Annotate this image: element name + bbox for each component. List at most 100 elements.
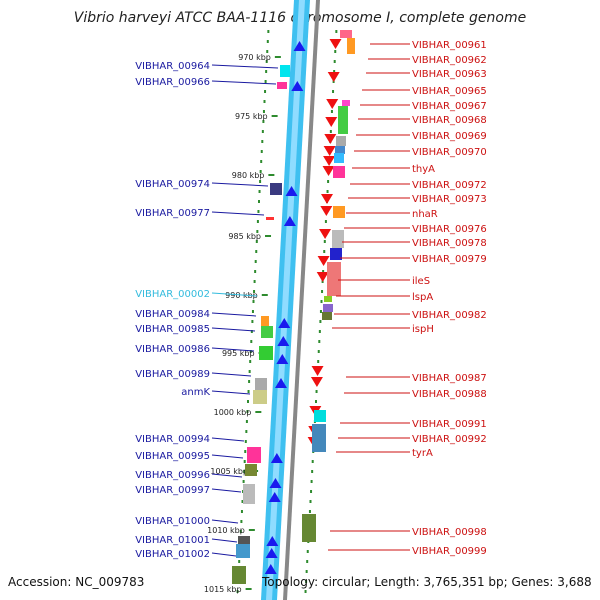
track-dot	[262, 110, 265, 113]
track-dot	[333, 60, 336, 63]
right-gene-label[interactable]: VIBHAR_00991	[412, 419, 487, 430]
right-gene-label[interactable]: VIBHAR_00988	[412, 389, 487, 400]
track-dot	[311, 470, 314, 473]
right-gene-label[interactable]: VIBHAR_00979	[412, 254, 487, 265]
kbp-label: 1010 kbp	[207, 526, 245, 535]
track-dot	[236, 590, 239, 593]
left-gene-label[interactable]: VIBHAR_00002	[135, 289, 210, 300]
right-gene-label[interactable]: VIBHAR_00976	[412, 224, 487, 235]
right-gene-label[interactable]: lspA	[412, 292, 433, 303]
left-gene-label[interactable]: VIBHAR_00997	[135, 485, 210, 496]
left-gene-label[interactable]: anmK	[181, 387, 210, 398]
track-dot	[324, 220, 327, 223]
right-gene-label[interactable]: VIBHAR_00967	[412, 101, 487, 112]
left-gene-label[interactable]: VIBHAR_00996	[135, 470, 210, 481]
gene-feature-block	[327, 262, 341, 296]
track-dot	[308, 510, 311, 513]
left-gene-label[interactable]: VIBHAR_00984	[135, 309, 210, 320]
kbp-tick	[245, 588, 252, 590]
reverse-track-line	[283, 0, 320, 600]
right-gene-label[interactable]: tyrA	[412, 448, 433, 459]
track-dot	[320, 300, 323, 303]
left-gene-label[interactable]: VIBHAR_01001	[135, 535, 210, 546]
right-gene-label[interactable]: nhaR	[412, 209, 438, 220]
kbp-tick	[248, 529, 255, 531]
gene-feature-block	[324, 296, 332, 302]
track-dot	[252, 300, 255, 303]
track-dot	[315, 400, 317, 403]
left-gene-label[interactable]: VIBHAR_00977	[135, 208, 210, 219]
right-gene-label[interactable]: VIBHAR_00963	[412, 69, 487, 80]
kbp-label: 1000 kbp	[214, 408, 252, 417]
right-gene-label[interactable]: VIBHAR_00987	[412, 373, 487, 384]
track-dot	[335, 30, 338, 33]
gene-feature-block	[323, 304, 333, 312]
track-dot	[244, 440, 247, 443]
track-dot	[247, 390, 250, 393]
forward-gene-arrow	[269, 478, 282, 488]
reverse-gene-arrow	[327, 72, 340, 82]
track-dot	[245, 430, 248, 433]
gene-feature-block	[232, 566, 246, 584]
right-gene-label[interactable]: thyA	[412, 164, 435, 175]
left-leader-line	[211, 552, 237, 557]
left-gene-label[interactable]: VIBHAR_00989	[135, 369, 210, 380]
right-gene-label[interactable]: VIBHAR_00970	[412, 147, 487, 158]
right-gene-label[interactable]: VIBHAR_00973	[412, 194, 487, 205]
left-gene-label[interactable]: VIBHAR_00995	[135, 451, 210, 462]
reverse-gene-arrow	[319, 229, 332, 239]
right-gene-label[interactable]: VIBHAR_00982	[412, 310, 487, 321]
track-dot	[305, 580, 308, 583]
left-gene-label[interactable]: VIBHAR_01002	[135, 549, 210, 560]
forward-gene-arrow	[264, 564, 277, 574]
left-leader-line	[211, 437, 245, 442]
gene-feature-block	[338, 106, 348, 134]
left-gene-label[interactable]: VIBHAR_01000	[135, 516, 210, 527]
forward-gene-arrow	[277, 336, 290, 346]
left-gene-label[interactable]: VIBHAR_00986	[135, 344, 210, 355]
right-gene-label[interactable]: VIBHAR_00969	[412, 131, 487, 142]
track-dot	[264, 90, 267, 93]
track-dot	[250, 340, 253, 343]
track-dot	[334, 50, 337, 53]
track-dot	[258, 200, 260, 203]
right-gene-label[interactable]: VIBHAR_00961	[412, 40, 487, 51]
track-dot	[243, 460, 246, 463]
right-gene-label[interactable]: VIBHAR_00965	[412, 86, 487, 97]
right-gene-label[interactable]: VIBHAR_00972	[412, 180, 487, 191]
left-gene-label[interactable]: VIBHAR_00994	[135, 434, 210, 445]
left-leader-line	[211, 80, 277, 85]
reverse-gene-arrow	[329, 39, 342, 49]
right-gene-label[interactable]: VIBHAR_00992	[412, 434, 487, 445]
reverse-gene-arrow	[321, 194, 333, 204]
track-dot	[246, 410, 249, 413]
right-gene-label[interactable]: VIBHAR_00962	[412, 55, 487, 66]
right-gene-label[interactable]: ileS	[412, 276, 430, 287]
left-leader-line	[211, 64, 279, 69]
track-dot	[254, 260, 257, 263]
track-dot	[256, 220, 259, 223]
left-leader-line	[211, 327, 256, 332]
left-gene-label[interactable]: VIBHAR_00966	[135, 77, 210, 88]
left-gene-label[interactable]: VIBHAR_00964	[135, 61, 210, 72]
kbp-label: 990 kbp	[225, 291, 258, 300]
gene-feature-block	[347, 38, 355, 54]
right-gene-label[interactable]: VIBHAR_00998	[412, 527, 487, 538]
right-gene-label[interactable]: ispH	[412, 324, 434, 335]
track-dot	[258, 190, 261, 193]
kbp-label: 995 kbp	[222, 349, 255, 358]
right-gene-label[interactable]: VIBHAR_00968	[412, 115, 487, 126]
right-gene-label[interactable]: VIBHAR_00999	[412, 546, 487, 557]
track-dot	[310, 490, 313, 493]
left-leader-line	[211, 312, 257, 317]
forward-gene-arrow	[293, 41, 306, 51]
left-gene-label[interactable]: VIBHAR_00985	[135, 324, 210, 335]
right-gene-label[interactable]: VIBHAR_00978	[412, 238, 487, 249]
kbp-tick	[255, 411, 262, 413]
reverse-gene-arrow	[316, 272, 329, 282]
track-dot	[262, 120, 265, 123]
forward-gene-arrow	[268, 492, 281, 502]
gene-feature-block	[261, 326, 273, 338]
left-gene-label[interactable]: VIBHAR_00974	[135, 179, 210, 190]
